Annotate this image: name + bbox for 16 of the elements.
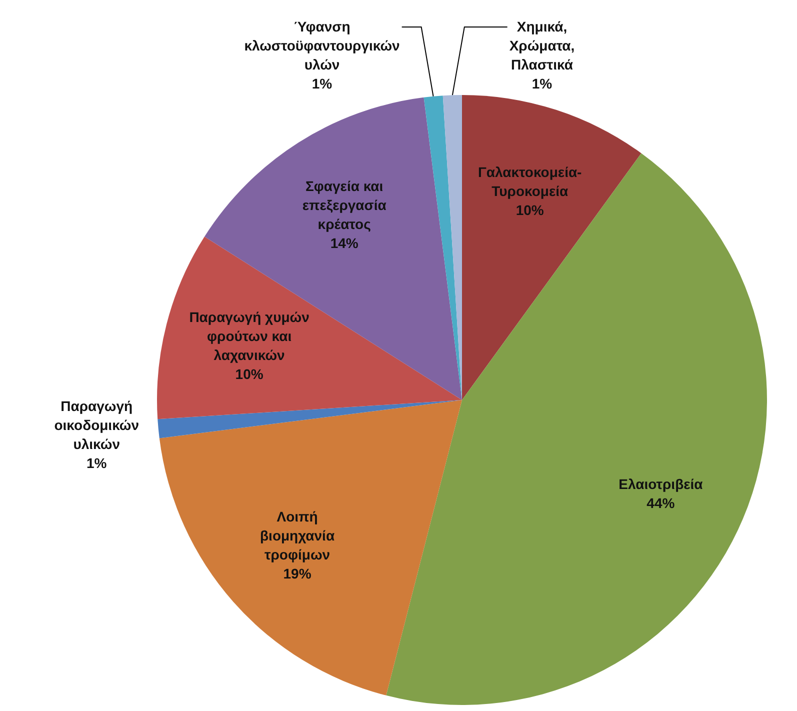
data-label: 10%	[516, 202, 544, 218]
slice-label: Χημικά, Χρώματα, Πλαστικά	[509, 18, 575, 72]
slice-label: Λοιπή βιομηχανία τροφίμων	[260, 508, 335, 563]
data-label: 19%	[283, 566, 312, 582]
slice-label: Ελαιοτριβεία	[618, 476, 704, 492]
slice-label: Ύφανση κλωστοϋφαντουργικών υλών	[244, 18, 400, 72]
data-label: 1%	[86, 455, 108, 472]
slice-label: Σφαγεία και επεξεργασία κρέατος	[302, 178, 387, 232]
data-label: 10%	[235, 366, 264, 382]
data-label: 1%	[532, 76, 553, 92]
slice-label: Παραγωγή οικοδομικών υλικών	[54, 398, 140, 452]
data-label: 44%	[646, 495, 676, 511]
data-label: 14%	[330, 235, 359, 252]
data-label: 1%	[312, 76, 333, 92]
slice-label: Γαλακτοκομεία-Τυροκομεία	[478, 164, 582, 200]
slice-label: Παραγωγή χυμών φρούτων και λαχανικών	[189, 308, 310, 363]
